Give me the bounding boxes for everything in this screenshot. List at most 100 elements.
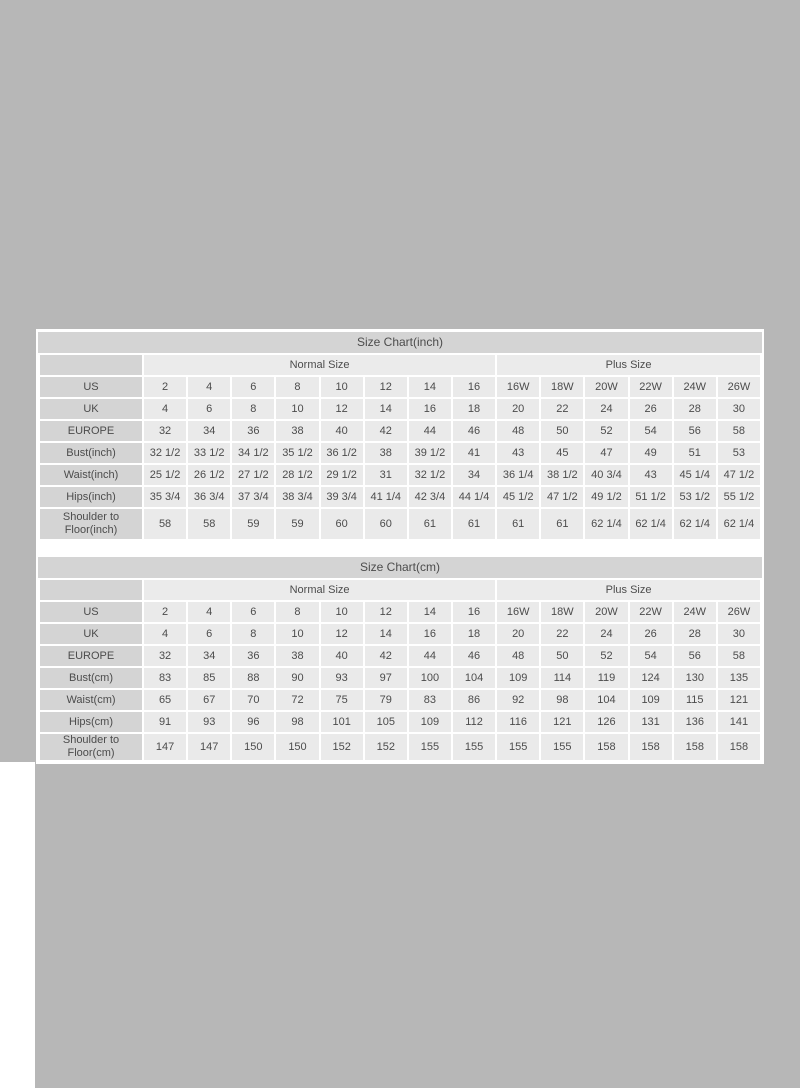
- value-cell: 61: [452, 509, 496, 539]
- value-cell: 22W: [629, 377, 672, 397]
- value-cell: 26: [629, 399, 672, 419]
- size-table-row: Waist(inch) 25 1/2 26 1/2 27 1/2 28 1/2 29 1/…: [40, 465, 760, 485]
- value-cell: 30: [717, 399, 760, 419]
- value-cell: 48: [497, 421, 540, 441]
- value-cell: 35 1/2: [276, 443, 319, 463]
- value-cell: 158: [629, 734, 672, 760]
- value-cell: 18W: [541, 602, 584, 622]
- value-cell: 30: [717, 624, 760, 644]
- value-cell: 114: [541, 668, 584, 688]
- value-cell: 150: [276, 734, 319, 760]
- value-cell: 33 1/2: [188, 443, 231, 463]
- value-cell: 47 1/2: [541, 487, 584, 507]
- size-table-row: Bust(inch) 32 1/2 33 1/2 34 1/2 35 1/2 36 1/2…: [40, 443, 760, 463]
- value-cell: 56: [673, 421, 716, 441]
- value-cell: 4: [144, 624, 187, 644]
- size-group-header-row: Normal Size Plus Size: [40, 355, 760, 375]
- value-cell: 12: [320, 624, 363, 644]
- value-cell: 155: [408, 734, 451, 760]
- row-label-cell: Waist(cm): [40, 690, 142, 710]
- value-cell: 38: [364, 443, 407, 463]
- size-table-row: UK 4 6 8 10 12 14 16 18 20 22 24 26 28 30: [40, 399, 760, 419]
- value-cell: 32: [144, 646, 187, 666]
- corner-cell: [40, 580, 142, 600]
- value-cell: 104: [585, 690, 628, 710]
- value-cell: 119: [585, 668, 628, 688]
- value-cell: 58: [188, 509, 231, 539]
- value-cell: 51: [673, 443, 716, 463]
- value-cell: 112: [452, 712, 496, 732]
- value-cell: 60: [364, 509, 407, 539]
- value-cell: 40 3/4: [585, 465, 628, 485]
- size-chart-panel: Size Chart(inch) Normal Size Plus Size US 2…: [36, 329, 764, 764]
- value-cell: 155: [541, 734, 584, 760]
- value-cell: 100: [408, 668, 451, 688]
- value-cell: 8: [276, 602, 319, 622]
- value-cell: 44 1/4: [452, 487, 496, 507]
- value-cell: 50: [541, 421, 584, 441]
- value-cell: 105: [364, 712, 407, 732]
- value-cell: 32: [144, 421, 187, 441]
- value-cell: 22: [541, 399, 584, 419]
- value-cell: 152: [364, 734, 407, 760]
- value-cell: 24: [585, 624, 628, 644]
- size-table-row: Bust(cm) 83 85 88 90 93 97 100 104 109 114 119 124 13…: [40, 668, 760, 688]
- value-cell: 42: [364, 646, 407, 666]
- value-cell: 2: [144, 602, 187, 622]
- size-table-row: EUROPE 32 34 36 38 40 42 44 46 48 50 52 54 56 58: [40, 646, 760, 666]
- value-cell: 48: [497, 646, 540, 666]
- value-cell: 10: [320, 602, 363, 622]
- value-cell: 35 3/4: [144, 487, 187, 507]
- value-cell: 152: [320, 734, 363, 760]
- size-table-row: Waist(cm) 65 67 70 72 75 79 83 86 92 98 104 109 115 12…: [40, 690, 760, 710]
- value-cell: 109: [497, 668, 540, 688]
- value-cell: 41 1/4: [364, 487, 407, 507]
- value-cell: 155: [452, 734, 496, 760]
- value-cell: 158: [585, 734, 628, 760]
- value-cell: 8: [232, 399, 275, 419]
- value-cell: 37 3/4: [232, 487, 275, 507]
- value-cell: 22W: [629, 602, 672, 622]
- value-cell: 18W: [541, 377, 584, 397]
- value-cell: 130: [673, 668, 716, 688]
- size-table-row: EUROPE 32 34 36 38 40 42 44 46 48 50 52 54 56 58: [40, 421, 760, 441]
- value-cell: 10: [276, 624, 319, 644]
- size-chart-cm-table: Normal Size Plus Size US 2 4 6 8 10 12 14 16 16W 18W…: [38, 578, 762, 762]
- size-chart-inch-table: Normal Size Plus Size US 2 4 6 8 10 12 14 16 16W 18W…: [38, 353, 762, 541]
- value-cell: 46: [452, 421, 496, 441]
- row-label-cell: US: [40, 377, 142, 397]
- value-cell: 34: [188, 421, 231, 441]
- value-cell: 14: [364, 399, 407, 419]
- value-cell: 18: [452, 624, 496, 644]
- value-cell: 116: [497, 712, 540, 732]
- corner-cell: [40, 355, 142, 375]
- value-cell: 136: [673, 712, 716, 732]
- value-cell: 38: [276, 421, 319, 441]
- value-cell: 14: [408, 377, 451, 397]
- photo-background-bottom: [35, 762, 800, 1088]
- value-cell: 31: [364, 465, 407, 485]
- row-label-cell: UK: [40, 399, 142, 419]
- value-cell: 44: [408, 646, 451, 666]
- value-cell: 6: [188, 624, 231, 644]
- value-cell: 115: [673, 690, 716, 710]
- value-cell: 79: [364, 690, 407, 710]
- value-cell: 20: [497, 399, 540, 419]
- value-cell: 83: [144, 668, 187, 688]
- value-cell: 121: [541, 712, 584, 732]
- value-cell: 131: [629, 712, 672, 732]
- value-cell: 25 1/2: [144, 465, 187, 485]
- value-cell: 32 1/2: [144, 443, 187, 463]
- row-label-cell: Bust(inch): [40, 443, 142, 463]
- value-cell: 22: [541, 624, 584, 644]
- value-cell: 59: [232, 509, 275, 539]
- value-cell: 86: [452, 690, 496, 710]
- value-cell: 6: [188, 399, 231, 419]
- value-cell: 26: [629, 624, 672, 644]
- value-cell: 104: [452, 668, 496, 688]
- value-cell: 93: [320, 668, 363, 688]
- value-cell: 18: [452, 399, 496, 419]
- size-group-header-row: Normal Size Plus Size: [40, 580, 760, 600]
- row-label-cell: Waist(inch): [40, 465, 142, 485]
- value-cell: 109: [629, 690, 672, 710]
